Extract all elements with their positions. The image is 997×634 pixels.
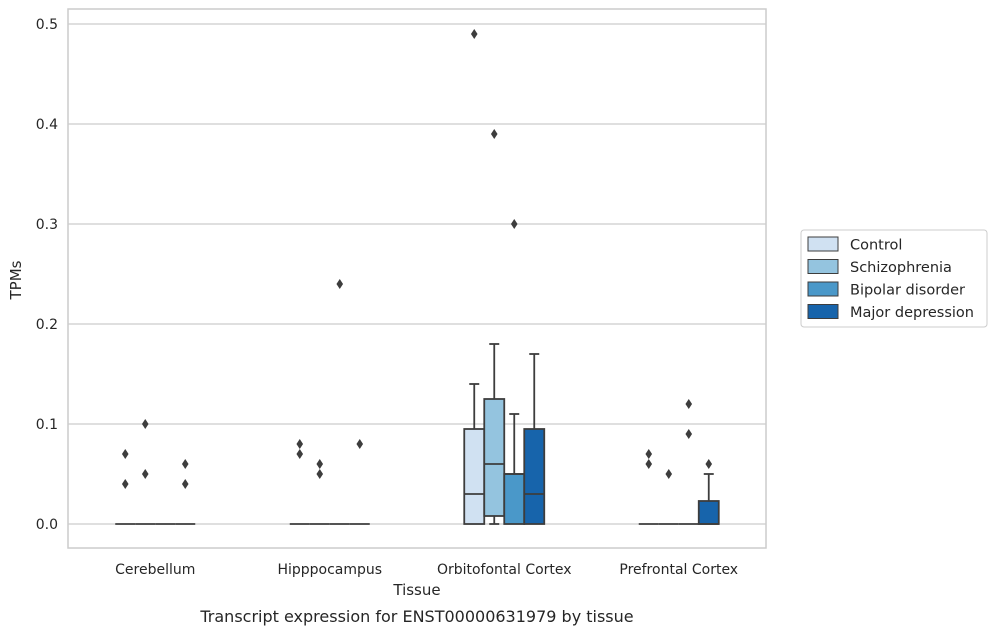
chart-caption: Transcript expression for ENST0000063197…	[199, 607, 633, 626]
legend-label: Major depression	[850, 305, 974, 321]
box	[329, 279, 350, 525]
y-tick-label: 0.4	[36, 117, 58, 133]
outlier-point	[685, 399, 693, 409]
y-axis-title: TPMs	[7, 260, 25, 300]
outlier-point	[510, 219, 518, 229]
box	[289, 439, 310, 525]
outlier-point	[645, 449, 653, 459]
gridlines	[68, 23, 766, 525]
x-tick-label: Prefrontal Cortex	[619, 562, 738, 578]
outlier-point	[181, 479, 189, 489]
legend: Control Schizophrenia Bipolar disorder Majo…	[800, 229, 988, 328]
outlier-point	[665, 469, 673, 479]
box	[175, 459, 196, 525]
y-tick-label: 0.1	[36, 417, 58, 433]
outlier-point	[645, 459, 653, 469]
box-body	[503, 473, 526, 525]
box-body	[523, 428, 546, 525]
box	[638, 449, 659, 525]
legend-entry: Control	[807, 236, 902, 254]
box	[115, 449, 136, 525]
outlier-point	[316, 469, 324, 479]
legend-entry: Bipolar disorder	[807, 281, 965, 299]
legend-entry: Schizophrenia	[807, 259, 952, 276]
box	[309, 459, 330, 525]
box-body	[463, 428, 486, 525]
legend-frame	[800, 229, 988, 328]
legend-label: Bipolar disorder	[850, 283, 965, 299]
x-tick-label: Hipppocampus	[277, 562, 382, 578]
box-body	[697, 500, 720, 525]
legend-swatch	[807, 281, 839, 297]
legend-label: Schizophrenia	[850, 260, 952, 276]
box	[678, 399, 699, 525]
series-schizophrenia	[135, 129, 679, 525]
outlier-point	[141, 469, 149, 479]
outlier-point	[356, 439, 364, 449]
outlier-point	[121, 479, 129, 489]
outlier-point	[181, 459, 189, 469]
legend-swatch	[807, 236, 839, 252]
box-series	[115, 29, 720, 525]
y-tick-label: 0.0	[36, 517, 58, 533]
box	[349, 439, 370, 525]
box	[483, 129, 506, 525]
box	[697, 459, 720, 525]
outlier-point	[490, 129, 498, 139]
y-tick-label: 0.5	[36, 17, 58, 33]
legend-swatch	[807, 259, 839, 274]
x-tick-label: Cerebellum	[115, 562, 195, 578]
x-tick-labels: Cerebellum Hipppocampus Orbitofontal Corte…	[115, 562, 738, 578]
y-tick-label: 0.2	[36, 317, 58, 333]
y-tick-label: 0.3	[36, 217, 58, 233]
legend-swatch	[807, 304, 839, 319]
y-tick-labels: 0.0 0.1 0.2 0.3 0.4 0.5	[36, 17, 58, 533]
outlier-point	[141, 419, 149, 429]
outlier-point	[316, 459, 324, 469]
x-tick-label: Orbitofontal Cortex	[437, 562, 572, 578]
outlier-point	[336, 279, 344, 289]
outlier-point	[470, 29, 478, 39]
series-bipolar-disorder	[155, 219, 699, 525]
outlier-point	[685, 429, 693, 439]
box	[135, 419, 156, 525]
x-axis-title: Tissue	[392, 581, 440, 599]
legend-label: Control	[850, 238, 902, 254]
outlier-point	[296, 439, 304, 449]
outlier-point	[296, 449, 304, 459]
box	[523, 353, 546, 525]
box	[503, 219, 526, 525]
outlier-point	[121, 449, 129, 459]
legend-entry: Major depression	[807, 304, 974, 321]
outlier-point	[705, 459, 713, 469]
box	[463, 29, 486, 525]
series-control	[115, 29, 659, 525]
plot-frame	[67, 8, 767, 549]
box	[658, 469, 679, 525]
box-body	[483, 398, 506, 517]
series-major-depression	[175, 353, 720, 525]
